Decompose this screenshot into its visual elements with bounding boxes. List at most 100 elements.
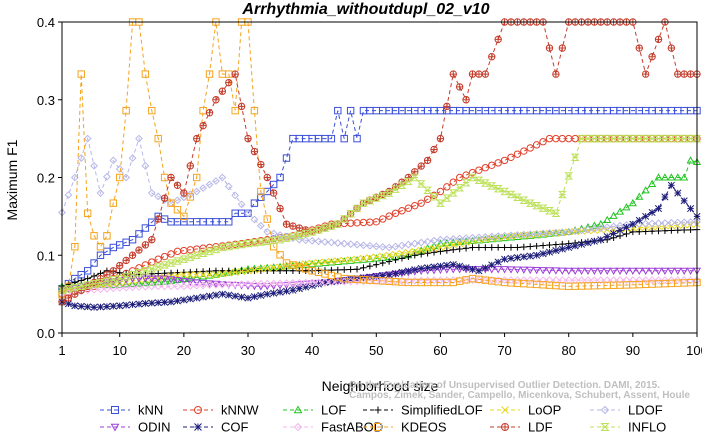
data-point-ldf: [135, 246, 143, 254]
data-point-cof: [295, 285, 303, 293]
data-point-fastabod: [250, 279, 259, 288]
legend-item-ldof: LDOF: [590, 403, 663, 418]
data-point-simplifiedlof: [507, 244, 515, 251]
data-point-fastabod: [641, 276, 650, 285]
legend-label-fastabod: FastABOD: [321, 420, 383, 435]
data-point-simplifiedlof: [167, 269, 175, 277]
data-point-ldof: [590, 224, 599, 233]
data-point-inflo: [468, 173, 477, 182]
data-point-lof: [686, 156, 695, 164]
data-point-simplifiedlof: [501, 244, 508, 251]
data-point-ldof: [404, 240, 413, 249]
data-point-cof: [84, 303, 92, 311]
data-point-cof: [161, 298, 169, 306]
data-point-inflo: [128, 270, 137, 279]
data-point-ldf: [244, 135, 252, 143]
data-point-odin: [173, 277, 182, 285]
data-point-cof: [468, 265, 477, 273]
data-point-ldof: [269, 229, 278, 238]
data-point-inflo: [198, 249, 208, 258]
data-point-ldf: [641, 70, 650, 78]
data-point-fastabod: [109, 284, 118, 293]
data-point-kdeos: [122, 106, 130, 115]
data-point-cof: [513, 254, 521, 262]
data-point-cof: [449, 261, 457, 269]
data-point-simplifiedlof: [360, 264, 367, 271]
data-point-ldof: [327, 238, 336, 247]
legend-item-kdeos: KDEOS: [363, 420, 447, 435]
data-point-simplifiedlof: [680, 226, 688, 234]
data-point-simplifiedlof: [546, 241, 553, 249]
data-point-ldof: [487, 232, 496, 241]
data-point-simplifiedlof: [488, 244, 495, 251]
data-point-ldf: [231, 70, 239, 78]
data-point-lof: [186, 273, 195, 282]
data-point-cof: [456, 262, 464, 270]
data-point-loop: [193, 271, 201, 279]
data-point-ldf: [237, 102, 246, 110]
data-point-loop: [558, 228, 566, 236]
data-point-ldf: [686, 70, 695, 78]
data-point-ldof: [539, 229, 547, 238]
data-point-lof: [308, 259, 317, 268]
data-point-cof: [616, 226, 624, 234]
data-point-ldof: [340, 239, 349, 248]
data-point-lof: [340, 257, 349, 265]
data-point-inflo: [429, 193, 439, 201]
data-point-loop: [186, 271, 194, 279]
data-point-cof: [430, 263, 438, 271]
data-point-inflo: [577, 134, 586, 143]
data-point-odin: [506, 266, 516, 274]
data-point-cof: [424, 264, 432, 272]
data-point-knnw: [372, 218, 380, 226]
data-point-cof: [629, 220, 637, 228]
data-point-odin: [128, 275, 137, 283]
data-point-inflo: [250, 239, 259, 247]
legend-marker-fastabod: [293, 422, 303, 432]
data-point-odin: [680, 267, 689, 276]
data-point-inflo: [532, 201, 542, 210]
legend-label-loop: LoOP: [528, 403, 561, 418]
data-point-inflo: [359, 199, 368, 207]
data-point-simplifiedlof: [283, 267, 290, 274]
data-point-inflo: [602, 134, 612, 143]
data-point-odin: [179, 277, 188, 286]
data-point-fastabod: [327, 278, 336, 286]
data-point-inflo: [564, 172, 574, 180]
data-point-ldf: [128, 251, 137, 259]
data-point-odin: [654, 267, 663, 276]
data-point-fastabod: [648, 276, 657, 285]
data-point-ldf: [674, 70, 682, 78]
legend-marker-inflo: [600, 423, 610, 431]
data-point-cof: [635, 216, 643, 224]
legend-marker-kdeos: [374, 423, 382, 431]
data-point-ldf: [103, 271, 111, 279]
data-point-ldof: [481, 233, 490, 241]
data-point-ldof: [102, 172, 111, 181]
data-point-loop: [379, 252, 387, 260]
data-point-inflo: [391, 185, 400, 193]
data-point-inflo: [211, 245, 221, 254]
data-point-fastabod: [205, 281, 214, 290]
data-point-loop: [436, 243, 444, 252]
data-point-loop: [308, 259, 316, 267]
data-point-fastabod: [359, 277, 368, 286]
data-point-simplifiedlof: [443, 247, 451, 254]
data-point-simplifiedlof: [270, 267, 277, 274]
data-point-lof: [141, 278, 150, 287]
x-tick-label: 70: [497, 343, 511, 358]
data-point-inflo: [666, 134, 676, 143]
data-point-lof: [648, 179, 657, 187]
y-tick-label: 0.3: [37, 93, 55, 108]
data-point-fastabod: [282, 279, 291, 287]
data-point-ldof: [532, 229, 541, 238]
data-point-simplifiedlof: [642, 228, 649, 235]
data-point-ldf: [423, 156, 432, 165]
data-point-inflo: [647, 134, 657, 143]
data-point-ldf: [173, 181, 182, 189]
data-point-knnw: [520, 147, 528, 155]
data-point-ldf: [71, 290, 79, 298]
data-point-odin: [192, 279, 201, 287]
data-point-knnw: [385, 212, 393, 220]
data-point-ldof: [64, 191, 73, 199]
